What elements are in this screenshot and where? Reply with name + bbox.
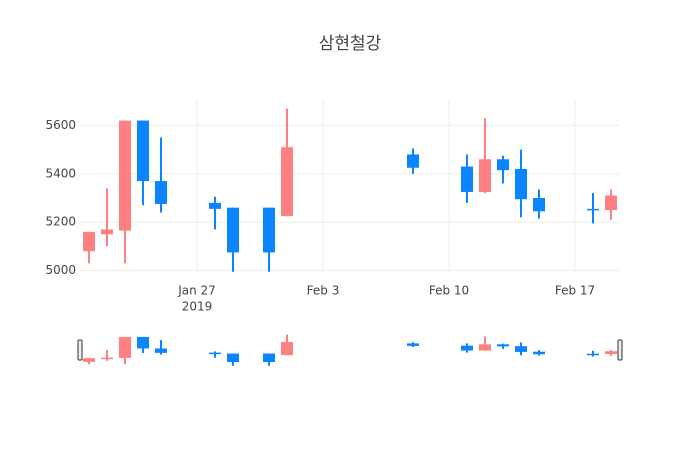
candle-body (497, 159, 509, 171)
slider-candle-body (407, 343, 419, 346)
candle-body (137, 120, 149, 182)
slider-candle-body (263, 353, 275, 363)
candle-body (155, 181, 167, 205)
slider-candle-body (605, 351, 617, 354)
candle-body (119, 120, 131, 231)
x-tick-label: Feb 10 (429, 284, 469, 298)
x-tick-label: Feb 17 (555, 284, 595, 298)
x-tick-label: Jan 27 (177, 284, 216, 298)
slider-candle-body (227, 353, 239, 363)
range-slider-handle[interactable] (617, 339, 623, 361)
candle-body (605, 195, 617, 211)
slider-candle-body (101, 357, 113, 360)
range-slider (79, 332, 621, 367)
candle-body (281, 147, 293, 217)
slider-candle-body (587, 353, 599, 356)
y-tick-label: 5000 (45, 263, 76, 277)
candle-body (407, 154, 419, 168)
slider-candle-body (281, 342, 293, 356)
candle-body (263, 207, 275, 253)
slider-candle-body (209, 352, 221, 355)
candle-body (479, 159, 491, 192)
y-tick-label: 5400 (45, 166, 76, 180)
y-tick-label: 5600 (45, 118, 76, 132)
y-tick-label: 5200 (45, 215, 76, 229)
candle-body (101, 229, 113, 235)
candle-body (461, 166, 473, 192)
slider-candle-body (137, 336, 149, 349)
chart-title: 삼현철강 (319, 34, 382, 54)
slider-candle-body (479, 344, 491, 351)
slider-candle-body (497, 344, 509, 347)
slider-candle-body (155, 348, 167, 353)
candle-body (83, 231, 95, 252)
slider-candle-body (515, 346, 527, 352)
candle-body (533, 197, 545, 212)
slider-candle-body (461, 345, 473, 351)
candle-body (209, 202, 221, 209)
x-year-label: 2019 (182, 300, 213, 314)
x-tick-label: Feb 3 (307, 284, 340, 298)
slider-candle-body (83, 358, 95, 362)
range-slider-handle[interactable] (77, 339, 83, 361)
candle-body (515, 168, 527, 200)
slider-candle-body (119, 336, 131, 358)
slider-candle-body (533, 351, 545, 355)
candle-body (227, 207, 239, 253)
candle-body (587, 208, 599, 211)
